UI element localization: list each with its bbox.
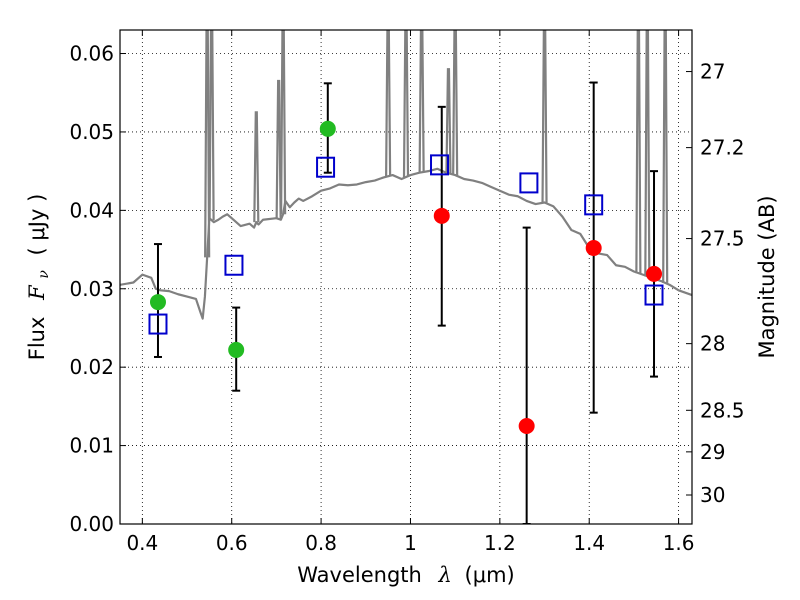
emission-line-spike <box>541 30 548 203</box>
model-point <box>316 156 336 178</box>
y-tick-label: 0.03 <box>69 277 114 301</box>
y-tick-label: 0.04 <box>69 198 114 222</box>
model-point <box>224 254 244 276</box>
data-point <box>518 417 535 434</box>
emission-line-spike <box>253 111 260 223</box>
x-axis-label: Wavelength λ (μm) <box>297 563 514 587</box>
x-tick-label: 0.8 <box>305 531 337 555</box>
x-tick-label: 0.6 <box>216 531 248 555</box>
right-axis-label: Magnitude (AB) <box>755 195 779 358</box>
model-point <box>519 172 539 194</box>
y-label-sub: ν <box>36 270 52 279</box>
x-label-symbol: λ <box>438 563 452 587</box>
data-point <box>433 207 450 224</box>
sed-model-line <box>120 167 692 320</box>
emission-line-spike <box>644 30 651 277</box>
y-tick-label: 0.00 <box>69 512 114 536</box>
right-tick-label: 29 <box>700 440 725 464</box>
emission-line-spike <box>204 30 211 258</box>
right-tick-label: 27.5 <box>700 227 745 251</box>
data-point <box>319 120 336 137</box>
emission-line-spike <box>635 30 642 274</box>
y-tick-label: 0.05 <box>69 120 114 144</box>
model-point <box>644 284 664 306</box>
right-tick-label: 27.2 <box>700 136 745 160</box>
right-tick-label: 27 <box>700 60 725 84</box>
emission-line-spike <box>418 30 425 173</box>
x-tick-label: 0.4 <box>126 531 158 555</box>
plot-area <box>120 30 692 524</box>
data-point <box>585 239 602 256</box>
y-tick-label: 0.06 <box>69 42 114 66</box>
right-tick-label: 28 <box>700 332 725 356</box>
emission-line-spike <box>385 30 392 177</box>
emission-line-spike <box>452 30 459 176</box>
emission-line-spike <box>208 30 215 221</box>
x-label-unit: (μm) <box>465 563 515 587</box>
x-tick-label: 1.6 <box>663 531 695 555</box>
y-label-unit: ( μJy ) <box>25 194 49 256</box>
axes: 0.4 0.6 0.8 1 1.2 1.4 1.6 0.00 0.01 0.02 0.03 0.04 0… <box>69 30 745 555</box>
model-point <box>584 194 604 216</box>
emission-line-spike <box>662 30 669 283</box>
x-tick-label: 1.4 <box>573 531 605 555</box>
x-tick-label: 1.2 <box>484 531 516 555</box>
model-point <box>430 154 450 176</box>
y-axis-label: Flux F ν ( μJy ) <box>25 194 53 361</box>
y-label-text: Flux <box>25 317 49 361</box>
right-tick-label: 28.5 <box>700 398 745 422</box>
data-point <box>149 294 166 311</box>
y-tick-label: 0.01 <box>69 434 114 458</box>
plot-frame <box>119 29 693 525</box>
x-label-text: Wavelength <box>297 563 422 587</box>
emission-line-spike <box>275 79 282 219</box>
emission-line-spike <box>280 30 287 215</box>
emission-line-spike <box>445 68 452 174</box>
y-tick-label: 0.02 <box>69 355 114 379</box>
model-point <box>148 313 168 335</box>
right-tick-label: 30 <box>700 483 725 507</box>
y-label-symbol: F <box>25 284 49 301</box>
emission-line-spike <box>402 30 410 178</box>
x-tick-label: 1 <box>404 531 417 555</box>
data-point <box>228 341 245 358</box>
data-point <box>646 265 663 282</box>
